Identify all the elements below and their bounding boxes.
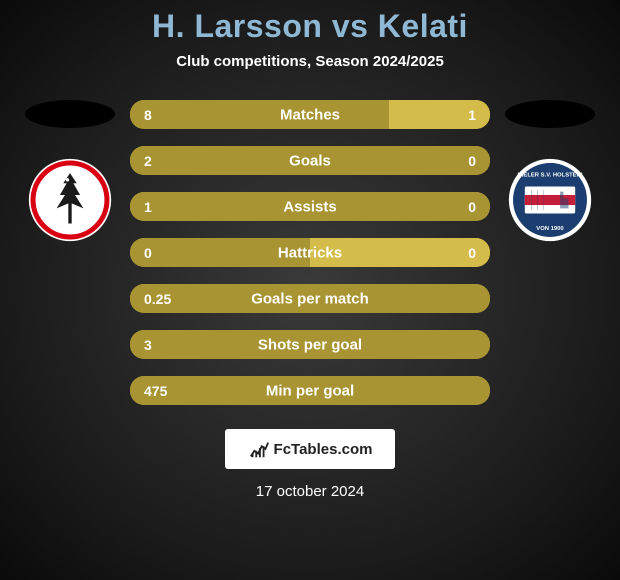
stat-bars: 8 1 Matches 2 0 Goals 1 0 Assists 0 0 Hattricks 0.25… xyxy=(130,100,490,405)
holstein-kiel-logo: KIELER S.V. HOLSTEIN VON 1900 xyxy=(508,158,592,242)
stats-content: 8 1 Matches 2 0 Goals 1 0 Assists 0 0 Hattricks 0.25… xyxy=(0,100,620,405)
stat-row: 8 1 Matches xyxy=(130,100,490,129)
stat-value-left: 0 xyxy=(144,245,152,261)
right-player-column: KIELER S.V. HOLSTEIN VON 1900 xyxy=(500,100,600,242)
stat-value-right: 0 xyxy=(468,245,476,261)
stat-value-right: 1 xyxy=(468,107,476,123)
stat-label: Goals per match xyxy=(251,290,369,307)
comparison-title: H. Larsson vs Kelati xyxy=(0,8,620,45)
player-silhouette-shadow xyxy=(25,100,115,128)
watermark-text: FcTables.com xyxy=(274,441,373,458)
stat-label: Assists xyxy=(283,198,336,215)
stat-value-left: 3 xyxy=(144,337,152,353)
fctables-watermark: FcTables.com xyxy=(225,429,395,469)
stat-row: 475 Min per goal xyxy=(130,376,490,405)
left-player-column xyxy=(20,100,120,242)
svg-text:VON 1900: VON 1900 xyxy=(536,226,564,232)
stat-value-left: 2 xyxy=(144,153,152,169)
stat-value-left: 8 xyxy=(144,107,152,123)
chart-icon xyxy=(248,438,270,460)
stat-label: Shots per goal xyxy=(258,336,362,353)
stat-label: Matches xyxy=(280,106,340,123)
stat-row: 0.25 Goals per match xyxy=(130,284,490,313)
stat-value-left: 1 xyxy=(144,199,152,215)
stat-label: Hattricks xyxy=(278,244,342,261)
stat-label: Goals xyxy=(289,152,331,169)
svg-text:KIELER S.V. HOLSTEIN: KIELER S.V. HOLSTEIN xyxy=(518,172,583,178)
stat-label: Min per goal xyxy=(266,382,354,399)
comparison-date: 17 october 2024 xyxy=(0,483,620,500)
stat-value-right: 0 xyxy=(468,199,476,215)
comparison-subtitle: Club competitions, Season 2024/2025 xyxy=(0,53,620,70)
stat-value-left: 0.25 xyxy=(144,291,171,307)
stat-row: 0 0 Hattricks xyxy=(130,238,490,267)
stat-value-right: 0 xyxy=(468,153,476,169)
stat-row: 3 Shots per goal xyxy=(130,330,490,359)
eintracht-frankfurt-logo xyxy=(28,158,112,242)
player-silhouette-shadow xyxy=(505,100,595,128)
stat-row: 2 0 Goals xyxy=(130,146,490,175)
stat-bar-left-segment xyxy=(130,100,389,129)
stat-row: 1 0 Assists xyxy=(130,192,490,221)
stat-value-left: 475 xyxy=(144,383,167,399)
